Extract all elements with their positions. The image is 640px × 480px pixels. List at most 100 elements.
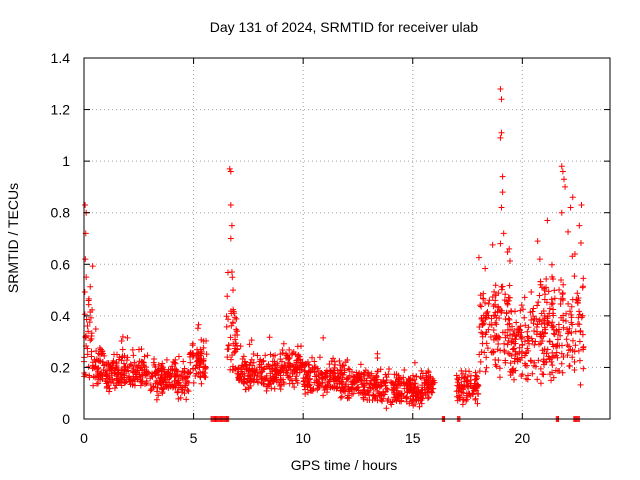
data-point xyxy=(571,358,578,365)
data-point xyxy=(130,352,137,359)
data-point xyxy=(558,209,565,216)
data-point xyxy=(370,393,377,400)
data-point xyxy=(412,401,419,408)
data-point xyxy=(498,283,505,290)
data-point xyxy=(281,362,288,369)
data-point xyxy=(194,325,201,332)
data-point xyxy=(571,366,578,373)
data-point xyxy=(476,324,483,331)
data-point xyxy=(235,374,242,381)
y-tick-label: 0.6 xyxy=(51,256,71,272)
data-point xyxy=(119,353,126,360)
data-point xyxy=(87,314,94,321)
data-point xyxy=(509,366,516,373)
data-point xyxy=(559,297,566,304)
data-point xyxy=(302,390,309,397)
data-point xyxy=(578,314,585,321)
data-point xyxy=(496,374,503,381)
data-point xyxy=(497,134,504,141)
data-point xyxy=(184,374,191,381)
data-point xyxy=(164,376,171,383)
data-point xyxy=(407,381,414,388)
data-point xyxy=(155,381,162,388)
data-point xyxy=(360,384,367,391)
data-point xyxy=(490,303,497,310)
data-point xyxy=(280,376,287,383)
data-point xyxy=(548,261,555,268)
data-point xyxy=(409,392,416,399)
data-point xyxy=(96,345,103,352)
data-point xyxy=(229,352,236,359)
data-point xyxy=(567,204,574,211)
data-point xyxy=(525,347,532,354)
axis-tick-labels: 0 5 10 15 20 0 0.2 0.4 0.6 0.8 1 1.2 1.4 xyxy=(51,50,531,446)
data-point xyxy=(118,371,125,378)
data-point xyxy=(480,290,487,297)
data-point xyxy=(307,369,314,376)
data-point xyxy=(127,381,134,388)
data-point xyxy=(571,250,578,257)
data-point xyxy=(551,331,558,338)
axis-ticks xyxy=(83,57,610,420)
data-point xyxy=(179,368,186,375)
data-point xyxy=(187,350,194,357)
data-point xyxy=(264,383,271,390)
x-tick-label: 5 xyxy=(190,430,198,446)
data-point xyxy=(303,374,310,381)
data-point xyxy=(560,353,567,360)
data-point xyxy=(171,359,178,366)
data-point xyxy=(544,321,551,328)
data-point xyxy=(497,85,504,92)
data-point xyxy=(575,347,582,354)
data-point xyxy=(519,341,526,348)
data-point xyxy=(490,349,497,356)
data-point xyxy=(227,366,234,373)
data-point xyxy=(94,372,101,379)
data-point xyxy=(421,384,428,391)
data-point xyxy=(545,353,552,360)
data-point xyxy=(138,346,145,353)
data-point xyxy=(504,300,511,307)
data-point xyxy=(529,308,536,315)
data-point xyxy=(413,373,420,380)
data-point xyxy=(267,370,274,377)
data-point xyxy=(513,319,520,326)
x-tick-label: 0 xyxy=(80,430,88,446)
data-point xyxy=(229,319,236,326)
data-point xyxy=(232,332,239,339)
data-point xyxy=(507,360,514,367)
data-point xyxy=(267,351,274,358)
y-tick-label: 0.2 xyxy=(51,359,71,375)
data-point xyxy=(185,388,192,395)
data-point xyxy=(285,355,292,362)
data-point xyxy=(479,340,486,347)
data-point xyxy=(478,348,485,355)
data-point xyxy=(568,314,575,321)
data-point xyxy=(291,384,298,391)
data-point xyxy=(565,228,572,235)
data-point xyxy=(422,389,429,396)
data-point xyxy=(549,310,556,317)
data-point xyxy=(514,356,521,363)
data-point xyxy=(504,341,511,348)
data-point xyxy=(521,338,528,345)
data-point xyxy=(404,379,411,386)
data-point xyxy=(225,342,232,349)
data-point xyxy=(190,352,197,359)
data-point xyxy=(177,394,184,401)
data-point xyxy=(395,376,402,383)
data-point xyxy=(532,338,539,345)
data-point xyxy=(494,336,501,343)
data-point xyxy=(320,334,327,341)
data-point xyxy=(111,351,118,358)
data-point xyxy=(540,371,547,378)
data-point xyxy=(512,367,519,374)
data-point xyxy=(467,382,474,389)
data-point xyxy=(93,347,100,354)
data-point xyxy=(144,352,151,359)
data-point xyxy=(556,286,563,293)
data-point xyxy=(549,273,556,280)
data-point xyxy=(475,390,482,397)
data-point xyxy=(140,359,147,366)
data-point xyxy=(524,333,531,340)
